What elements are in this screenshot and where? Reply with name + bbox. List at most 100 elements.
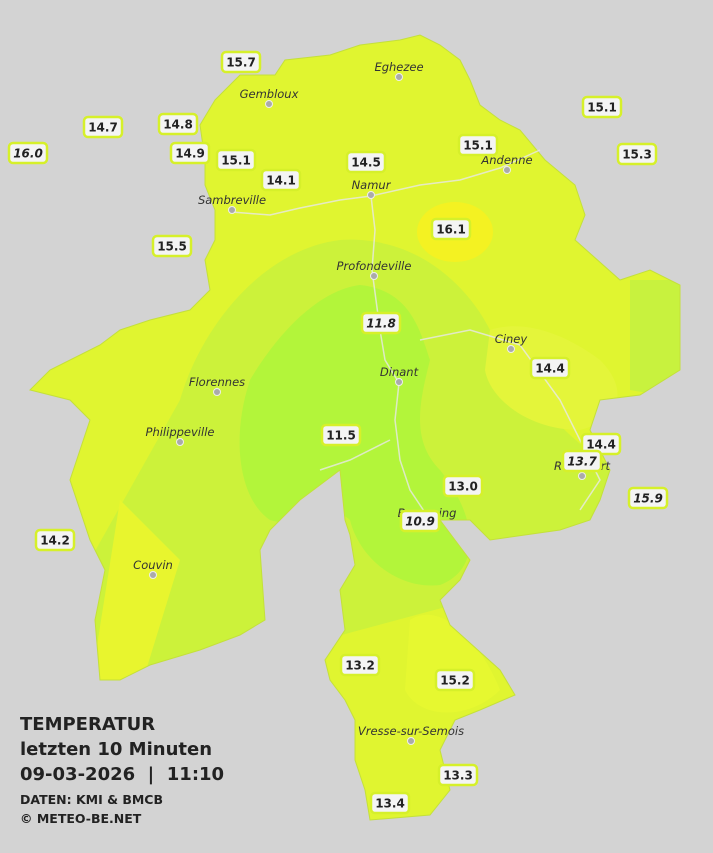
station: 14.8 xyxy=(157,112,199,136)
river xyxy=(370,195,431,521)
city-dot xyxy=(370,272,378,280)
city-dot xyxy=(228,206,236,214)
city-name: Eghezee xyxy=(374,60,423,74)
legend-datetime: 09-03-2026 | 11:10 xyxy=(20,764,224,785)
station: 14.9 xyxy=(169,141,211,165)
city-dot xyxy=(265,100,273,108)
city-dot xyxy=(367,191,375,199)
station: 15.7 xyxy=(220,50,262,74)
city-dot xyxy=(213,388,221,396)
station-temp: 13.3 xyxy=(443,769,473,783)
station-temp: 15.1 xyxy=(587,101,617,115)
station-temp: 14.2 xyxy=(40,534,70,548)
river xyxy=(319,439,391,471)
station: 15.9 xyxy=(627,486,669,510)
station-box xyxy=(369,791,411,815)
legend-title: TEMPERATUR xyxy=(20,714,155,735)
city-dot xyxy=(507,345,515,353)
station: 13.7 xyxy=(561,449,603,473)
city-name: Couvin xyxy=(133,558,173,572)
station-box xyxy=(616,142,658,166)
station: 13.4 xyxy=(369,791,411,815)
station-box xyxy=(430,217,472,241)
station: 14.2 xyxy=(34,528,76,552)
station: 10.9 xyxy=(399,509,441,533)
city-name: Profondeville xyxy=(337,259,412,273)
station-box xyxy=(339,653,381,677)
station-temp: 13.2 xyxy=(345,659,375,673)
station-box xyxy=(151,234,193,258)
station: 15.1 xyxy=(457,133,499,157)
legend: TEMPERATUR letzten 10 Minuten 09-03-2026… xyxy=(20,714,224,826)
station-box xyxy=(320,423,362,447)
station: 14.5 xyxy=(345,150,387,174)
station: 16.1 xyxy=(430,217,472,241)
station: 14.7 xyxy=(82,115,124,139)
station-box xyxy=(561,449,603,473)
station-temp: 15.1 xyxy=(221,154,251,168)
station-box xyxy=(529,356,571,380)
station-box xyxy=(627,486,669,510)
station-temp: 13.4 xyxy=(375,797,405,811)
station: 11.8 xyxy=(360,311,402,335)
city-dot xyxy=(407,737,415,745)
station-box xyxy=(345,150,387,174)
station-temp: 15.9 xyxy=(633,492,663,506)
station-box xyxy=(360,311,402,335)
station: 15.3 xyxy=(616,142,658,166)
station-box xyxy=(260,168,302,192)
station: 15.2 xyxy=(434,668,476,692)
city-name: Andenne xyxy=(480,153,532,167)
station: 15.5 xyxy=(151,234,193,258)
legend-subtitle: letzten 10 Minuten xyxy=(20,739,212,760)
station-box xyxy=(434,668,476,692)
zone xyxy=(630,280,680,400)
city-name: Sambreville xyxy=(198,193,266,207)
legend-source: DATEN: KMI & BMCB xyxy=(20,792,163,807)
station-temp: 14.1 xyxy=(266,174,296,188)
city-name: Ciney xyxy=(495,332,528,346)
station-box xyxy=(7,141,49,165)
station-box xyxy=(157,112,199,136)
station-temp: 10.9 xyxy=(405,515,435,529)
station-temp: 15.7 xyxy=(226,56,256,70)
city-dot xyxy=(503,166,511,174)
station-temp: 13.0 xyxy=(448,480,478,494)
station-temp: 14.5 xyxy=(351,156,381,170)
city-dot xyxy=(149,571,157,579)
station: 11.5 xyxy=(320,423,362,447)
station-temp: 15.2 xyxy=(440,674,470,688)
station-temp: 16.1 xyxy=(436,223,466,237)
station-box xyxy=(442,474,484,498)
station-box xyxy=(215,148,257,172)
city-name: Gembloux xyxy=(240,87,299,101)
station-temp: 14.4 xyxy=(535,362,565,376)
stations: 15.7 14.7 14.8 16.0 14.9 15.1 14.1 14.5 15.1 15.1… xyxy=(7,50,669,815)
city-name: Dinant xyxy=(380,365,419,379)
station-temp: 14.7 xyxy=(88,121,118,135)
city-dot xyxy=(176,438,184,446)
station: 13.3 xyxy=(437,763,479,787)
station-temp: 15.1 xyxy=(463,139,493,153)
station-temp: 15.3 xyxy=(622,148,652,162)
station: 14.4 xyxy=(529,356,571,380)
station-box xyxy=(457,133,499,157)
station-box xyxy=(437,763,479,787)
station-box xyxy=(399,509,441,533)
city-dot xyxy=(578,472,586,480)
city-name: Namur xyxy=(352,178,392,192)
station: 16.0 xyxy=(7,141,49,165)
station-temp: 14.8 xyxy=(163,118,193,132)
station-box xyxy=(581,95,623,119)
legend-copyright: © METEO-BE.NET xyxy=(20,811,142,826)
zone xyxy=(90,500,180,690)
station-temp: 13.7 xyxy=(567,455,597,469)
station-temp: 14.9 xyxy=(175,147,205,161)
station: 13.2 xyxy=(339,653,381,677)
city-name: Philippeville xyxy=(146,425,215,439)
station-temp: 14.4 xyxy=(586,438,616,452)
station: 15.1 xyxy=(215,148,257,172)
city-dot xyxy=(395,73,403,81)
station-box xyxy=(220,50,262,74)
